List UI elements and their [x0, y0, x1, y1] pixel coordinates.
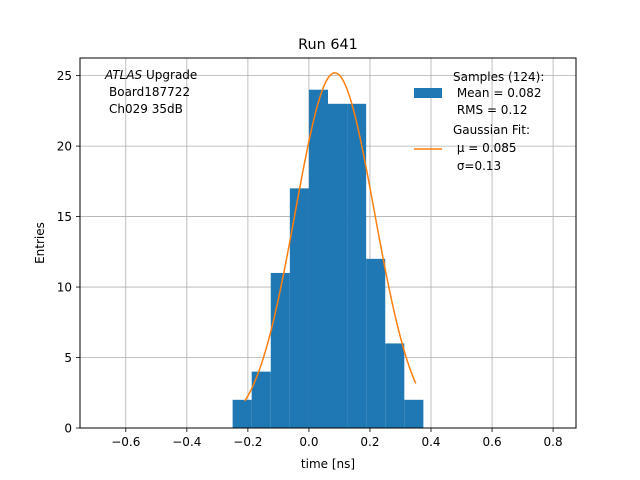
histogram-bars: [232, 89, 424, 429]
legend-histogram-title: Samples (124):: [453, 70, 544, 84]
x-tick-label-4: 0.2: [360, 435, 379, 449]
x-tick-label-3: 0.0: [299, 435, 318, 449]
chart-title: Run 641: [298, 37, 358, 53]
annotation-experiment: ATLAS: [104, 68, 143, 82]
legend-fit-sigma: σ=0.13: [453, 159, 501, 173]
histogram-bar-0: [232, 399, 252, 428]
annotation-upgrade: Upgrade: [142, 68, 197, 82]
y-tick-label-2: 10: [57, 281, 72, 295]
legend: Samples (124): Mean = 0.082 RMS = 0.12 G…: [414, 70, 544, 173]
histogram-bar-7: [366, 258, 386, 428]
x-tick-label-7: 0.8: [544, 435, 563, 449]
y-axis-label: Entries: [33, 222, 47, 264]
plot-frame: [79, 57, 577, 429]
legend-histogram-mean: Mean = 0.082: [453, 86, 542, 100]
y-tick-label-0: 0: [64, 422, 72, 436]
histogram-bar-1: [251, 371, 271, 428]
legend-fit-title: Gaussian Fit:: [453, 123, 530, 137]
annotation-channel: Ch029 35dB: [109, 102, 183, 116]
y-tick-label-3: 15: [57, 210, 72, 224]
gaussian-fit-line: [244, 72, 417, 402]
x-tick-label-2: −0.2: [233, 435, 262, 449]
histogram-bar-3: [289, 188, 309, 428]
histogram-bar-9: [404, 399, 424, 428]
x-axis-label: time [ns]: [301, 457, 355, 471]
info-annotation: ATLAS Upgrade Board187722 Ch029 35dB: [104, 68, 197, 116]
annotation-line-1: ATLAS Upgrade: [104, 68, 197, 82]
y-tick-label-1: 5: [64, 351, 72, 365]
y-axis-ticks: 0 5 10 15 20 25: [57, 69, 80, 436]
x-tick-label-6: 0.6: [483, 435, 502, 449]
x-tick-label-0: −0.6: [111, 435, 140, 449]
legend-histogram-rms: RMS = 0.12: [453, 103, 528, 117]
y-tick-label-5: 25: [57, 69, 72, 83]
histogram-bar-2: [270, 272, 290, 428]
histogram-bar-5: [328, 103, 348, 429]
histogram-bar-8: [385, 343, 405, 428]
x-axis-ticks: −0.6 −0.4 −0.2 0.0 0.2 0.4 0.6 0.8: [111, 428, 563, 449]
y-tick-label-4: 20: [57, 140, 72, 154]
x-tick-label-1: −0.4: [172, 435, 201, 449]
histogram-bar-6: [347, 103, 367, 429]
histogram-bar-4: [308, 89, 328, 428]
x-tick-label-5: 0.4: [421, 435, 440, 449]
legend-fit-mu: μ = 0.085: [453, 141, 517, 155]
annotation-board: Board187722: [109, 85, 190, 99]
legend-histogram-swatch: [414, 88, 442, 98]
